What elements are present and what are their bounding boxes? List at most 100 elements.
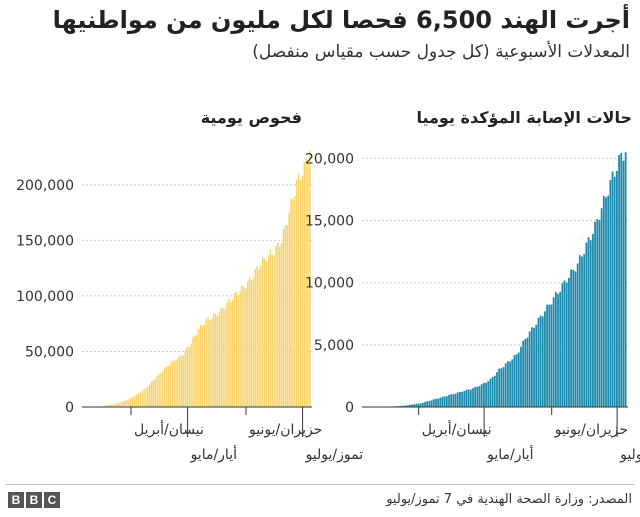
cases-bar [609, 180, 612, 407]
tests-bar [269, 249, 272, 407]
tests-bar [233, 292, 236, 407]
cases-bar [550, 304, 553, 407]
tests-date-label: حزيران/يونيو [248, 422, 322, 438]
cases-y-tick-label: 10,000 [305, 276, 354, 292]
cases-bar [454, 393, 457, 407]
tests-bar [209, 320, 211, 407]
tests-bar [196, 334, 198, 407]
tests-bar [294, 196, 296, 407]
cases-bar [428, 400, 431, 407]
tests-bar [107, 405, 109, 407]
cases-bar [474, 386, 477, 407]
tests-bar [203, 324, 206, 407]
tests-bar [169, 363, 172, 407]
tests-bar [290, 199, 292, 407]
cases-bar [592, 234, 594, 407]
tests-bar [128, 398, 130, 407]
cases-y-tick-label: 5,000 [314, 338, 354, 354]
tests-bar [137, 393, 140, 407]
cases-y-tick-label: 15,000 [305, 214, 354, 230]
tests-bar [226, 302, 228, 407]
tests-bar [299, 180, 302, 407]
logo-letter: C [44, 492, 60, 508]
cases-bar [421, 402, 424, 407]
cases-bar [404, 405, 407, 407]
tests-bar [301, 176, 304, 407]
cases-bar [613, 176, 616, 407]
tests-bar [260, 265, 262, 407]
tests-date-label: أيار/مايو [190, 445, 238, 463]
cases-bar [624, 152, 627, 407]
cases-bar [589, 240, 592, 407]
cases-bar [528, 331, 531, 407]
cases-bar [443, 396, 446, 407]
logo-letter: B [8, 492, 24, 508]
tests-bar [297, 173, 300, 407]
tests-bar [148, 384, 151, 407]
cases-bar [596, 219, 599, 407]
tests-bar [180, 355, 183, 407]
tests-bar [288, 212, 290, 407]
tests-bar [164, 367, 166, 407]
tests-bar [147, 386, 149, 407]
tests-bar [158, 373, 160, 407]
chart-title: أجرت الهند 6,500 فحصا لكل مليون من مواطن… [52, 6, 630, 34]
cases-bar [480, 384, 483, 407]
tests-bar [235, 292, 238, 407]
cases-bar [533, 327, 535, 407]
cases-bar [415, 403, 418, 407]
tests-bar [303, 162, 306, 407]
cases-bar [616, 171, 618, 407]
tests-bar [307, 162, 309, 407]
cases-bar [513, 355, 516, 407]
cases-bar [559, 291, 562, 407]
tests-bar [258, 269, 260, 407]
cases-bar [607, 195, 610, 407]
cases-bar [515, 354, 518, 407]
cases-bar [535, 324, 538, 407]
cases-bar [585, 242, 588, 407]
cases-bar [541, 316, 544, 407]
cases-bar [435, 398, 437, 407]
tests-y-tick-label: 100,000 [16, 289, 74, 305]
cases-bar [546, 304, 549, 407]
tests-bar [199, 324, 202, 407]
tests-bar [177, 357, 179, 407]
tests-bar [214, 313, 217, 407]
cases-bar [598, 220, 601, 407]
cases-bar [469, 389, 472, 407]
cases-date-label: حزيران/يونيو [554, 422, 628, 438]
tests-panel-title: فحوص يومية [200, 108, 302, 127]
cases-bar [539, 315, 542, 407]
tests-bar [201, 325, 204, 407]
logo-letter: B [26, 492, 42, 508]
cases-bar [572, 269, 575, 407]
tests-bar [145, 387, 147, 407]
tests-bar [124, 400, 126, 407]
cases-bar [439, 397, 442, 407]
tests-bar [241, 285, 243, 407]
cases-bar [526, 337, 529, 407]
tests-bar [280, 242, 283, 407]
cases-bar [563, 280, 566, 407]
cases-bar [478, 386, 481, 407]
cases-bar [574, 271, 577, 407]
cases-bar [552, 297, 555, 407]
tests-bar [292, 199, 294, 407]
cases-bar [537, 317, 540, 407]
cases-bar [463, 390, 466, 407]
cases-bar [504, 363, 507, 407]
tests-bar [113, 404, 115, 407]
cases-bar [491, 377, 494, 407]
tests-bar [239, 291, 241, 407]
cases-bar [413, 404, 416, 407]
tests-bar [254, 269, 256, 407]
tests-bar [133, 396, 136, 407]
tests-bar [207, 317, 209, 407]
cases-bar [472, 388, 474, 407]
tests-bar [282, 228, 285, 407]
tests-bar [143, 389, 145, 407]
tests-bar [171, 360, 174, 407]
cases-bar [524, 339, 527, 407]
